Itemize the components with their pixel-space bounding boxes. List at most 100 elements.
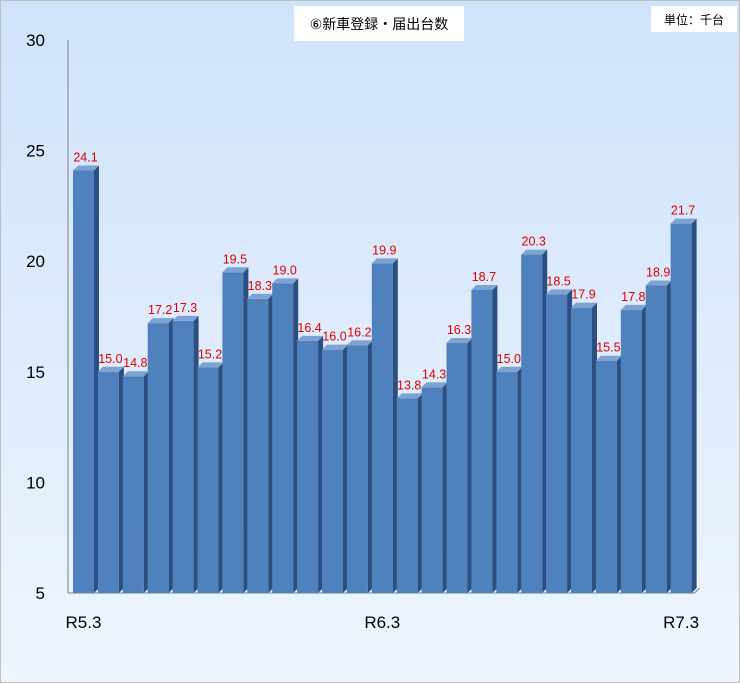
bar-side: [417, 393, 423, 593]
bar-side: [492, 284, 498, 593]
bar-side: [367, 340, 373, 593]
bar-front: [645, 285, 667, 593]
bar-side: [567, 289, 573, 593]
bar-front: [73, 170, 94, 593]
bar-front: [222, 272, 244, 593]
bar: [322, 344, 348, 593]
bar: [620, 304, 647, 593]
bar: [222, 267, 249, 593]
bar-top: [471, 284, 498, 290]
bar: [197, 362, 224, 593]
bar-front: [546, 294, 568, 593]
data-label: 17.8: [621, 290, 645, 304]
bar: [471, 284, 498, 593]
bar: [595, 355, 622, 593]
bars: [73, 165, 697, 593]
bar-top: [670, 218, 697, 224]
bar-side: [442, 382, 448, 593]
bar-side: [616, 355, 622, 593]
data-label: 17.2: [148, 303, 172, 317]
bar-side: [343, 344, 348, 593]
y-tick-label: 5: [36, 584, 45, 603]
y-tick-label: 25: [26, 142, 45, 161]
data-label: 21.7: [671, 204, 695, 218]
bar: [147, 318, 174, 593]
bar-side: [641, 304, 647, 593]
bar-front: [670, 223, 692, 593]
data-label: 16.3: [447, 323, 471, 337]
bar-front: [97, 371, 119, 593]
bar-top: [73, 165, 99, 171]
axes: 5 10 15 20 25 30 R5.3 R6.3 R7.3: [26, 31, 700, 632]
bar-front: [371, 263, 393, 593]
bar-side: [542, 249, 548, 593]
bar-side: [592, 302, 597, 593]
bar: [122, 371, 149, 593]
data-label: 15.0: [98, 352, 122, 366]
bar-top: [346, 340, 373, 346]
bar-top: [197, 362, 224, 368]
bar-top: [247, 293, 274, 299]
bar-front: [620, 309, 642, 593]
data-label: 16.2: [347, 325, 371, 339]
bar: [172, 315, 199, 593]
bar-side: [666, 280, 672, 593]
bar-top: [222, 267, 249, 273]
bar: [670, 218, 697, 593]
y-tick-label: 30: [26, 31, 45, 50]
bar-top: [396, 393, 423, 399]
data-label: 19.0: [273, 263, 297, 277]
bar: [421, 382, 448, 593]
y-tick-label: 10: [26, 473, 45, 492]
bar-front: [346, 345, 368, 593]
bar-side: [168, 318, 174, 593]
bar-top: [371, 258, 398, 264]
bar-top: [421, 382, 448, 388]
bar-front: [247, 298, 269, 593]
data-labels: 24.115.0 14.817.2 17.315.219.518.319.016.4…: [73, 151, 695, 393]
bar-front: [322, 349, 343, 593]
bar-front: [197, 367, 219, 593]
bar-top: [446, 338, 473, 344]
bar-front: [496, 371, 518, 593]
bar-side: [118, 366, 124, 593]
data-label: 19.5: [223, 252, 247, 266]
bar-top: [521, 249, 548, 255]
bar-top: [97, 366, 124, 372]
bar-front: [122, 376, 144, 593]
bar-top: [297, 335, 324, 341]
data-label: 16.0: [322, 330, 346, 344]
bar-front: [172, 320, 194, 593]
bar-top: [645, 280, 672, 286]
y-tick-label: 15: [26, 363, 45, 382]
bar-side: [193, 315, 199, 593]
bar-front: [471, 289, 493, 593]
bar-top: [595, 355, 622, 361]
bar-top: [322, 344, 348, 350]
chart-title: ⑥新車登録・届出台数: [294, 6, 464, 41]
x-tick-label: R7.3: [663, 613, 699, 632]
bar: [521, 249, 548, 593]
bar-top: [122, 371, 149, 377]
data-label: 15.2: [198, 347, 222, 361]
data-label: 15.5: [596, 341, 620, 355]
bar-top: [496, 366, 523, 372]
bar: [97, 366, 124, 593]
data-label: 17.9: [571, 288, 595, 302]
bar-front: [595, 360, 617, 593]
bar-front: [396, 398, 418, 593]
bar-top: [620, 304, 647, 310]
bar: [346, 340, 373, 593]
x-tick-label: R6.3: [364, 613, 400, 632]
data-label: 18.3: [248, 279, 272, 293]
bar-top: [571, 302, 597, 308]
bar-top: [172, 315, 199, 321]
bar-side: [691, 218, 697, 593]
bar-front: [446, 343, 468, 593]
bar-side: [94, 165, 99, 593]
data-label: 24.1: [73, 151, 97, 165]
data-label: 13.8: [397, 378, 421, 392]
data-label: 14.8: [123, 356, 147, 370]
bar-side: [318, 335, 324, 593]
